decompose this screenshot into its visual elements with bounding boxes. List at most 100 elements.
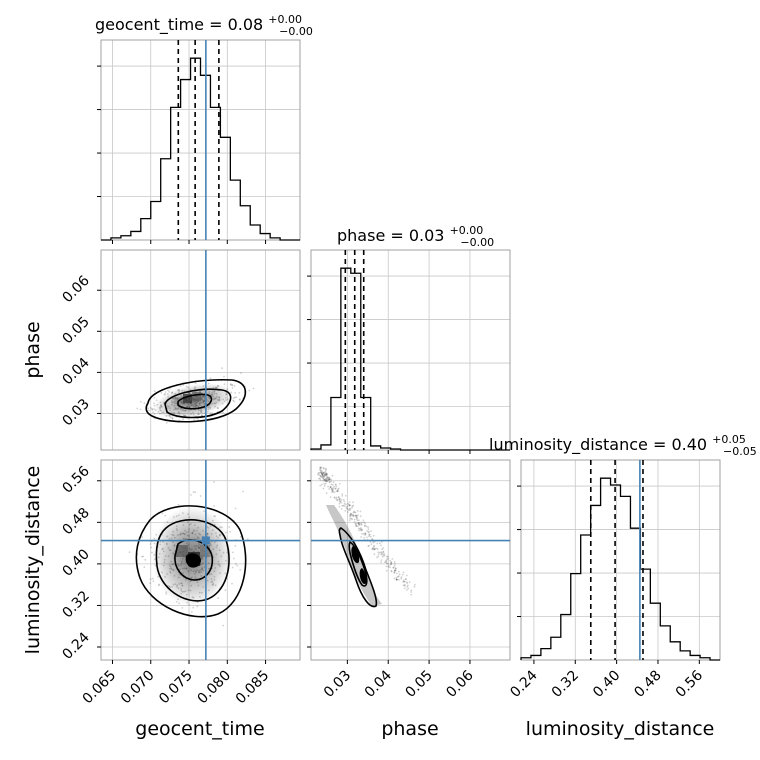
scatter-point [387, 566, 390, 568]
scatter-point [319, 467, 322, 469]
y-tick-label: 0.05 [59, 314, 92, 347]
scatter-point [339, 497, 341, 500]
scatter-point [331, 491, 333, 493]
scatter-point [349, 507, 352, 510]
scatter-point [372, 534, 375, 537]
scatter-point [363, 537, 365, 539]
scatter-point [328, 481, 331, 484]
x-tick-label: 0.070 [118, 668, 158, 708]
scatter-point [233, 384, 236, 387]
scatter-point [380, 561, 382, 564]
scatter-point [367, 528, 370, 531]
scatter-point [359, 523, 361, 526]
scatter-point [360, 524, 363, 526]
x-tick-label: 0.06 [443, 667, 476, 700]
scatter-point [151, 408, 154, 411]
scatter-point [328, 479, 331, 481]
scatter-point [331, 483, 334, 486]
scatter-point [231, 384, 234, 386]
data-layer [101, 40, 720, 661]
scatter-point [323, 474, 326, 477]
scatter-point [363, 521, 365, 524]
scatter-point [141, 555, 144, 558]
scatter-point [322, 474, 325, 477]
scatter-point [252, 387, 255, 390]
scatter-point [128, 551, 131, 554]
panel-frame [520, 459, 721, 661]
scatter-point [317, 472, 320, 474]
scatter-point [352, 511, 355, 514]
scatter-point [365, 525, 368, 528]
scatter-point [320, 475, 322, 477]
scatter-point [393, 569, 396, 572]
scatter-point [358, 521, 361, 524]
scatter-point [338, 499, 341, 502]
scatter-point [360, 536, 362, 538]
histogram-phase [310, 267, 510, 451]
scatter-point [381, 555, 384, 558]
scatter-point [320, 483, 323, 486]
scatter-point [136, 407, 139, 410]
scatter-point [153, 413, 156, 415]
scatter-point [356, 515, 358, 517]
scatter-point [380, 544, 382, 547]
scatter-point [182, 418, 185, 421]
scatter-point [379, 542, 381, 545]
scatter-point [414, 583, 416, 586]
scatter-point [322, 479, 325, 482]
scatter-point [382, 547, 385, 549]
scatter-point [326, 474, 328, 476]
scatter-point [377, 551, 380, 554]
scatter-point [373, 540, 376, 543]
scatter-point [392, 566, 395, 569]
scatter-point [343, 500, 346, 503]
scatter-point [322, 475, 324, 478]
scatter-point [386, 562, 388, 565]
scatter-point [340, 508, 343, 510]
x-tick-label: 0.48 [631, 668, 664, 701]
scatter-point [324, 474, 327, 476]
scatter-point [374, 547, 377, 550]
scatter-point [403, 584, 406, 587]
scatter-point [234, 507, 237, 510]
scatter-point [390, 563, 392, 566]
scatter-point [341, 504, 344, 507]
scatter-point [373, 545, 375, 548]
scatter-point [327, 485, 329, 488]
scatter-point [395, 572, 398, 575]
panel-luminosity-distance-vs-geocent-time [128, 481, 249, 627]
scatter-point [371, 548, 374, 550]
scatter-point [325, 480, 327, 482]
scatter-point [345, 506, 347, 508]
scatter-point [364, 534, 366, 536]
scatter-point [394, 567, 397, 570]
scatter-point [360, 529, 363, 532]
scatter-point [407, 587, 410, 590]
scatter-point [144, 558, 147, 561]
scatter-point [402, 581, 405, 583]
scatter-point [361, 529, 364, 531]
scatter-point [349, 512, 352, 515]
scatter-point [151, 577, 154, 580]
scatter-point [404, 587, 406, 590]
scatter-point [385, 565, 388, 568]
scatter-point [330, 483, 333, 486]
scatter-point [349, 509, 351, 511]
scatter-point [153, 397, 156, 399]
scatter-point [351, 505, 354, 508]
scatter-point [322, 476, 324, 479]
scatter-point [385, 569, 388, 572]
scatter-point [319, 471, 322, 474]
scatter-point [349, 517, 351, 520]
contour-inner [351, 546, 360, 564]
scatter-point [190, 494, 192, 496]
scatter-point [376, 542, 379, 545]
scatter-point [397, 575, 400, 578]
scatter-point [380, 553, 383, 556]
scatter-point [196, 418, 199, 420]
scatter-point [389, 566, 391, 569]
xlabel-luminosity-distance: luminosity_distance [526, 718, 715, 740]
scatter-point [337, 487, 340, 490]
scatter-point [385, 559, 388, 562]
